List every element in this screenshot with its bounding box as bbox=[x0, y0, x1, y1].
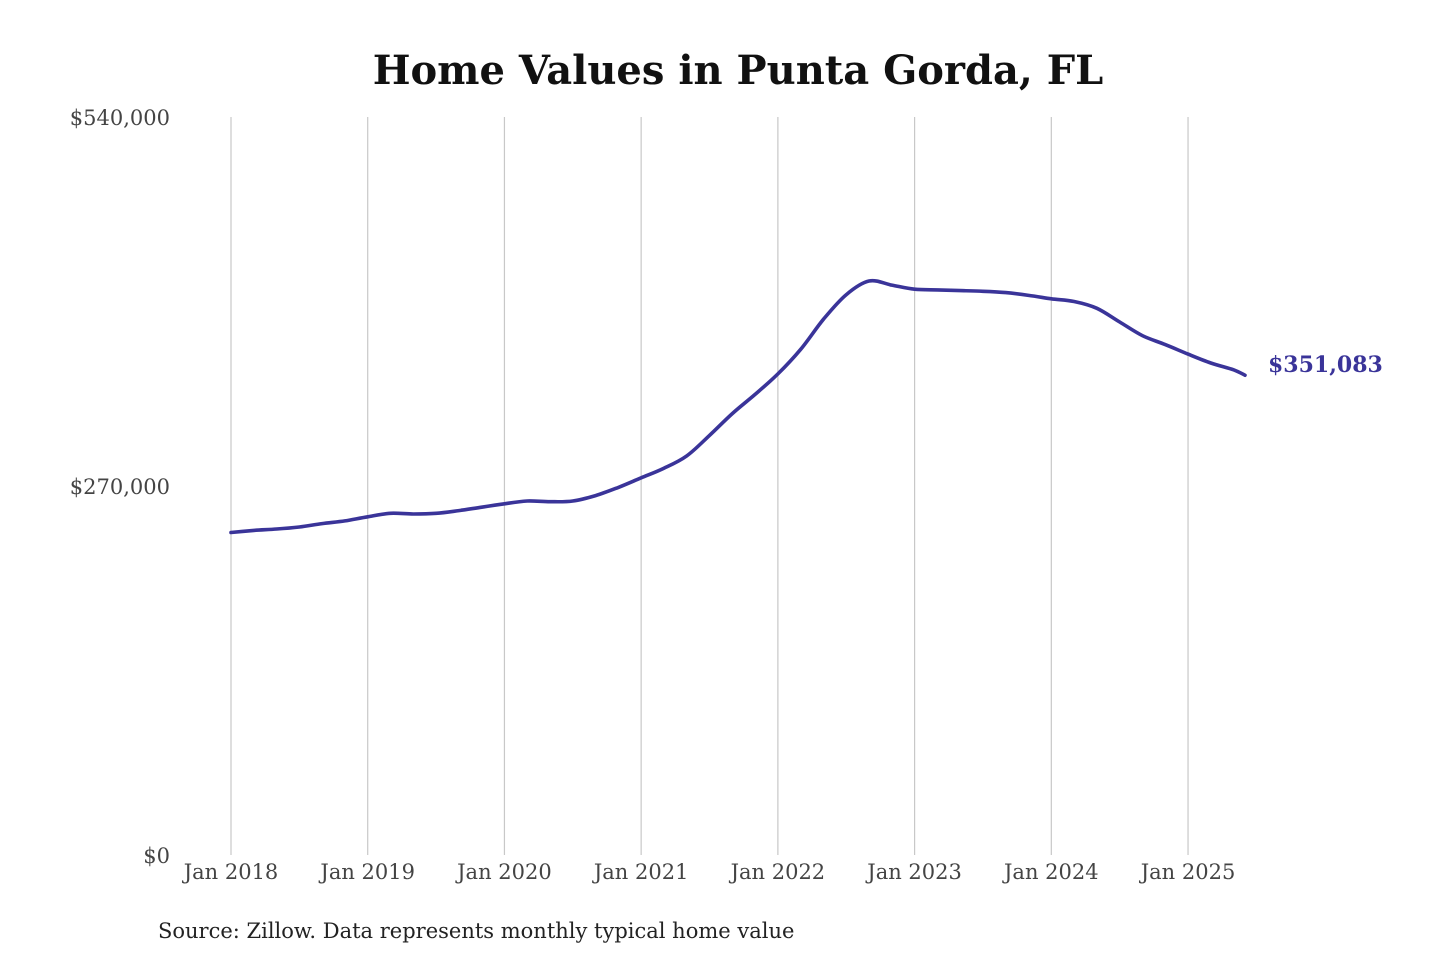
grid-lines bbox=[230, 117, 1189, 855]
end-value-label: $351,083 bbox=[1268, 352, 1383, 378]
x-tick-label: Jan 2020 bbox=[455, 860, 552, 884]
y-tick-label: $270,000 bbox=[70, 475, 170, 499]
y-tick-labels: $0 $270,000 $540,000 bbox=[70, 106, 170, 868]
x-tick-label: Jan 2022 bbox=[729, 860, 826, 884]
x-tick-label: Jan 2024 bbox=[1002, 860, 1099, 884]
x-tick-label: Jan 2021 bbox=[592, 860, 689, 884]
y-tick-label: $0 bbox=[143, 844, 170, 868]
chart-title: Home Values in Punta Gorda, FL bbox=[373, 47, 1104, 94]
source-note: Source: Zillow. Data represents monthly … bbox=[158, 919, 794, 943]
series-line bbox=[229, 278, 1247, 535]
x-tick-label: Jan 2019 bbox=[318, 860, 415, 884]
x-tick-label: Jan 2023 bbox=[865, 860, 962, 884]
x-tick-label: Jan 2018 bbox=[182, 860, 279, 884]
y-tick-label: $540,000 bbox=[70, 106, 170, 130]
x-tick-label: Jan 2025 bbox=[1139, 860, 1236, 884]
x-tick-labels: Jan 2018 Jan 2019 Jan 2020 Jan 2021 Jan 2022… bbox=[182, 860, 1236, 884]
